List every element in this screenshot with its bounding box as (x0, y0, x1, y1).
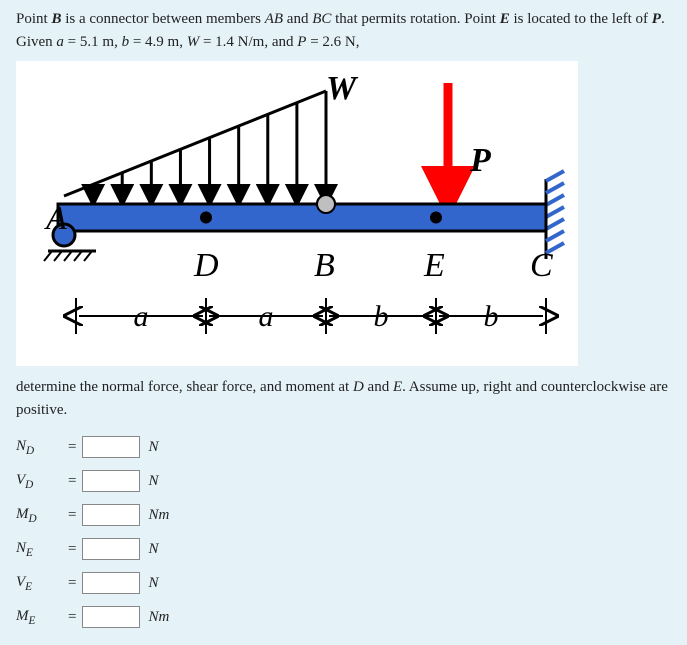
svg-text:A: A (44, 200, 67, 237)
answer-label: ME (16, 608, 66, 627)
answer-unit: Nm (148, 609, 169, 626)
answer-label: VE (16, 574, 66, 593)
svg-text:W: W (326, 70, 359, 107)
answer-input-NE[interactable] (82, 538, 140, 560)
svg-text:a: a (134, 300, 149, 333)
svg-text:E: E (423, 247, 445, 284)
answer-row-NE: NE= N (16, 535, 671, 563)
svg-text:b: b (484, 300, 499, 333)
answer-row-VD: VD= N (16, 467, 671, 495)
answer-unit: Nm (148, 507, 169, 524)
answer-row-ND: ND= N (16, 433, 671, 461)
question-text: determine the normal force, shear force,… (16, 376, 671, 421)
answer-label: NE (16, 540, 66, 559)
answer-input-VE[interactable] (82, 572, 140, 594)
equals-sign: = (68, 609, 76, 626)
answer-unit: N (148, 575, 158, 592)
equals-sign: = (68, 507, 76, 524)
equals-sign: = (68, 575, 76, 592)
answer-input-ND[interactable] (82, 436, 140, 458)
answer-row-MD: MD= Nm (16, 501, 671, 529)
svg-text:C: C (530, 247, 553, 284)
svg-text:B: B (314, 247, 335, 284)
svg-text:a: a (259, 300, 274, 333)
answer-inputs: ND=NVD=NMD=NmNE=NVE=NME=Nm (16, 433, 671, 631)
svg-text:D: D (193, 247, 219, 284)
beam-diagram: W P A D B E Ca a b b (16, 61, 578, 366)
answer-input-MD[interactable] (82, 504, 140, 526)
equals-sign: = (68, 473, 76, 490)
svg-text:b: b (374, 300, 389, 333)
answer-input-VD[interactable] (82, 470, 140, 492)
answer-label: VD (16, 472, 66, 491)
problem-statement: Point B is a connector between members A… (16, 8, 671, 53)
equals-sign: = (68, 541, 76, 558)
answer-unit: N (148, 473, 158, 490)
answer-row-VE: VE= N (16, 569, 671, 597)
svg-text:P: P (469, 142, 491, 179)
answer-row-ME: ME= Nm (16, 603, 671, 631)
answer-unit: N (148, 541, 158, 558)
equals-sign: = (68, 439, 76, 456)
answer-label: MD (16, 506, 66, 525)
answer-input-ME[interactable] (82, 606, 140, 628)
answer-label: ND (16, 438, 66, 457)
answer-unit: N (148, 439, 158, 456)
